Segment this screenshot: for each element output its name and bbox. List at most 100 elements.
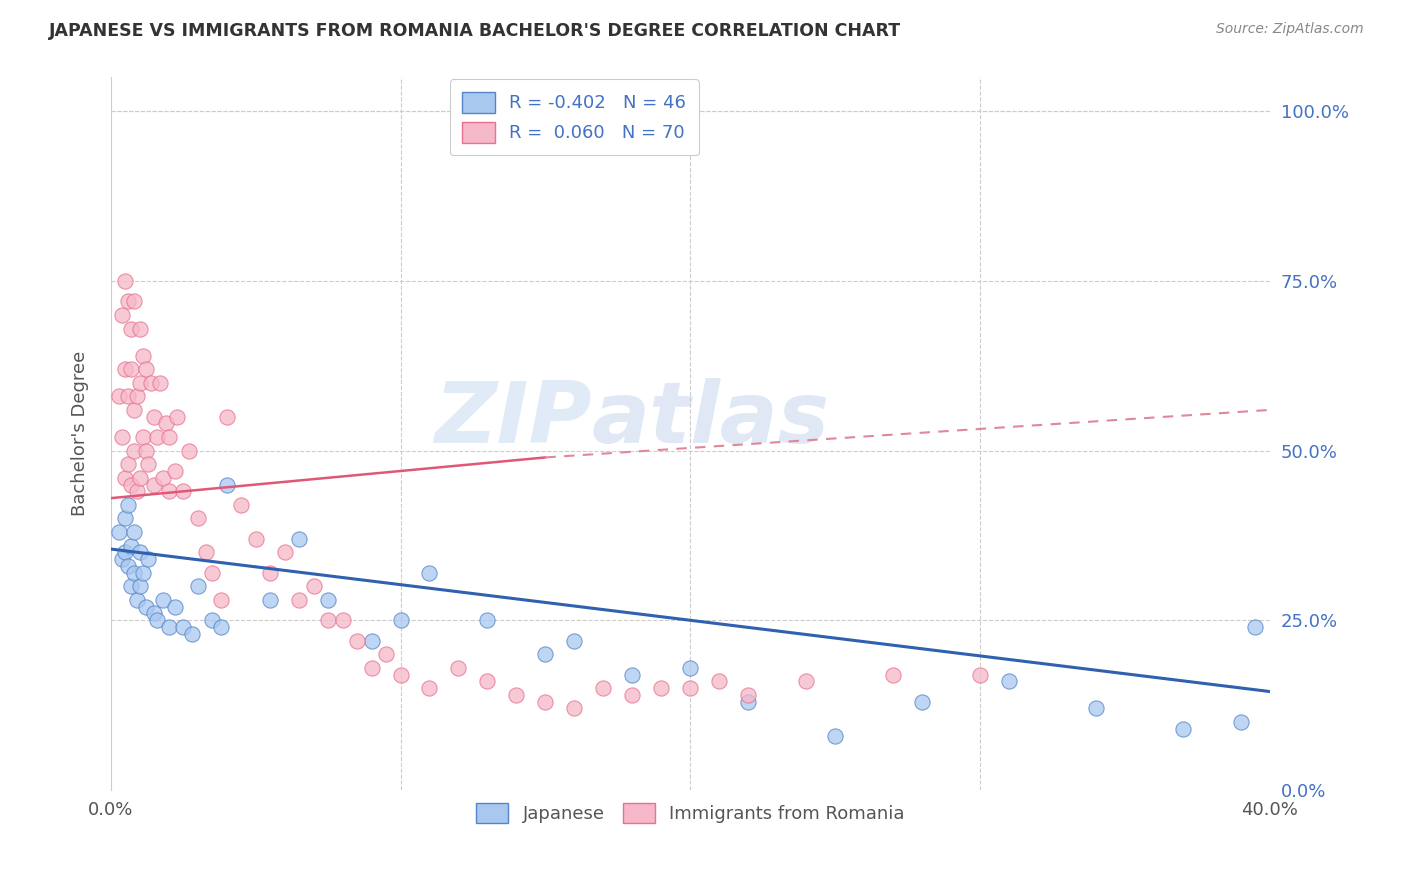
Point [111, 308, 134, 322]
Point [138, 457, 160, 471]
Point [375, 647, 398, 661]
Point [117, 294, 139, 309]
Point [562, 633, 585, 648]
Point [146, 430, 169, 444]
Point [122, 524, 145, 539]
Point [447, 661, 470, 675]
Point [120, 321, 142, 335]
Point [273, 545, 295, 559]
Point [114, 471, 136, 485]
Point [215, 409, 238, 424]
Point [389, 667, 412, 681]
Point [143, 607, 166, 621]
Point [166, 409, 188, 424]
Point [621, 688, 644, 702]
Point [418, 681, 440, 695]
Point [650, 681, 672, 695]
Point [157, 620, 180, 634]
Point [125, 593, 148, 607]
Point [122, 443, 145, 458]
Point [288, 532, 311, 546]
Point [117, 457, 139, 471]
Point [592, 681, 614, 695]
Point [172, 620, 194, 634]
Point [141, 376, 163, 390]
Point [117, 498, 139, 512]
Point [180, 627, 202, 641]
Point [152, 593, 174, 607]
Point [360, 661, 382, 675]
Point [346, 633, 368, 648]
Point [1244, 620, 1267, 634]
Point [155, 417, 177, 431]
Point [737, 688, 759, 702]
Text: JAPANESE VS IMMIGRANTS FROM ROMANIA BACHELOR'S DEGREE CORRELATION CHART: JAPANESE VS IMMIGRANTS FROM ROMANIA BACH… [49, 22, 901, 40]
Point [135, 599, 157, 614]
Point [125, 389, 148, 403]
Point [794, 674, 817, 689]
Point [332, 613, 354, 627]
Text: ZIP: ZIP [434, 378, 592, 461]
Point [288, 593, 311, 607]
Point [143, 477, 166, 491]
Point [477, 674, 499, 689]
Point [128, 545, 150, 559]
Point [108, 389, 131, 403]
Point [505, 688, 527, 702]
Point [534, 647, 557, 661]
Point [882, 667, 904, 681]
Point [316, 613, 339, 627]
Point [114, 511, 136, 525]
Point [125, 484, 148, 499]
Point [621, 667, 644, 681]
Point [1171, 722, 1194, 736]
Point [679, 661, 702, 675]
Point [128, 376, 150, 390]
Point [114, 362, 136, 376]
Point [679, 681, 702, 695]
Point [138, 552, 160, 566]
Point [824, 729, 846, 743]
Point [477, 613, 499, 627]
Point [128, 471, 150, 485]
Point [152, 471, 174, 485]
Point [128, 321, 150, 335]
Point [111, 430, 134, 444]
Point [163, 464, 186, 478]
Point [709, 674, 731, 689]
Point [201, 566, 224, 580]
Point [360, 633, 382, 648]
Point [316, 593, 339, 607]
Point [146, 613, 169, 627]
Point [209, 620, 232, 634]
Point [149, 376, 172, 390]
Point [135, 443, 157, 458]
Point [534, 695, 557, 709]
Point [201, 613, 224, 627]
Point [245, 532, 267, 546]
Point [135, 362, 157, 376]
Point [389, 613, 412, 627]
Point [259, 566, 281, 580]
Point [163, 599, 186, 614]
Point [209, 593, 232, 607]
Point [114, 274, 136, 288]
Point [177, 443, 200, 458]
Point [128, 579, 150, 593]
Point [122, 294, 145, 309]
Point [562, 701, 585, 715]
Point [418, 566, 440, 580]
Point [143, 409, 166, 424]
Point [131, 349, 153, 363]
Point [111, 552, 134, 566]
Point [120, 477, 142, 491]
Point [1084, 701, 1107, 715]
Legend: Japanese, Immigrants from Romania: Japanese, Immigrants from Romania [464, 792, 915, 834]
Point [172, 484, 194, 499]
Point [302, 579, 325, 593]
Point [195, 545, 218, 559]
Point [108, 524, 131, 539]
Point [157, 484, 180, 499]
Point [1229, 714, 1251, 729]
Point [120, 579, 142, 593]
